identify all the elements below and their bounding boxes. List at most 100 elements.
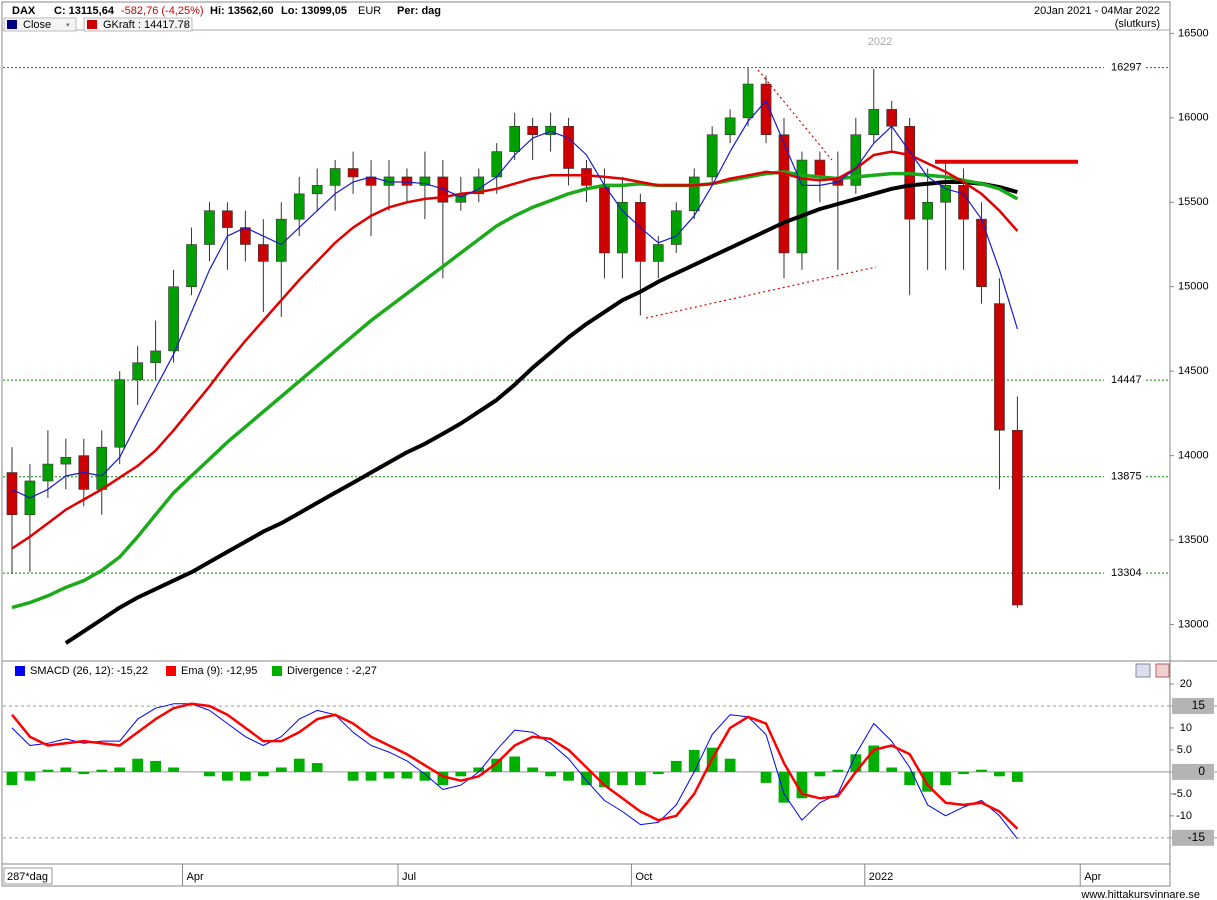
divergence-bar bbox=[24, 771, 36, 781]
candle-body bbox=[96, 446, 108, 490]
candle-body bbox=[509, 125, 521, 152]
divergence-bar bbox=[509, 756, 521, 772]
level-label: 14447 bbox=[1111, 374, 1142, 386]
candle-body bbox=[168, 286, 179, 352]
divergence-bar bbox=[437, 771, 449, 786]
divergence-bar bbox=[617, 771, 628, 786]
candle-body bbox=[150, 350, 161, 364]
x-tick-label: 2022 bbox=[869, 871, 893, 883]
ticker: DAX bbox=[12, 5, 36, 17]
legend-swatch bbox=[272, 666, 282, 676]
divergence-bar bbox=[563, 771, 574, 781]
marker-label: 0 bbox=[1198, 764, 1205, 778]
divergence-bar bbox=[293, 758, 305, 772]
candle-body bbox=[742, 83, 754, 119]
divergence-bar bbox=[545, 771, 556, 777]
divergence-bar bbox=[814, 771, 826, 777]
trend-lines bbox=[645, 69, 877, 319]
level-label: 13875 bbox=[1111, 471, 1142, 483]
y-tick-label: 13000 bbox=[1178, 618, 1209, 630]
divergence-bar bbox=[96, 769, 108, 772]
source: www.hittakursvinnare.se bbox=[1080, 889, 1200, 900]
candle-body bbox=[563, 125, 574, 169]
candle-body bbox=[186, 244, 197, 288]
marker-box bbox=[1172, 763, 1214, 780]
legend-dropdown: ▾ bbox=[184, 22, 188, 29]
divergence-bar bbox=[132, 758, 144, 772]
divergence-bar bbox=[6, 771, 18, 786]
close-icon[interactable] bbox=[1155, 663, 1170, 678]
divergence-bar bbox=[760, 771, 772, 783]
candle-body bbox=[347, 168, 359, 178]
divergence-bar bbox=[724, 758, 736, 772]
legend-dropdown: ▾ bbox=[66, 22, 70, 29]
legend-box bbox=[3, 17, 77, 32]
y-tick-label: 20 bbox=[1180, 678, 1192, 690]
candle-body bbox=[204, 210, 215, 245]
y-tick-label: -10 bbox=[1176, 810, 1192, 822]
candle-body bbox=[886, 109, 898, 127]
divergence-bar bbox=[365, 771, 377, 781]
x-tick-label: Jul bbox=[402, 871, 416, 883]
candle-body bbox=[688, 176, 700, 212]
divergence-bar bbox=[42, 769, 54, 772]
axes: Apr Jul Oct 2022 Apr 13000 13500 14000 14500 1500… bbox=[182, 27, 1217, 886]
divergence-bar bbox=[670, 760, 682, 772]
price-plot: 16297 14447 13875 13304 bbox=[3, 62, 1170, 645]
candle-body bbox=[527, 125, 538, 136]
candle-body bbox=[275, 218, 287, 262]
divergence-bar bbox=[60, 767, 72, 772]
divergence-bar bbox=[311, 763, 323, 772]
candle-body bbox=[706, 134, 718, 178]
candle-body bbox=[940, 185, 951, 203]
y-tick-label: 10 bbox=[1180, 722, 1192, 734]
tool-icon[interactable] bbox=[1135, 663, 1151, 678]
bar-count-label: 287*dag bbox=[7, 871, 48, 883]
candle-body bbox=[401, 176, 413, 186]
y-tick-label: 15000 bbox=[1178, 281, 1209, 293]
divergence-bar bbox=[239, 771, 251, 781]
x-tick-label: Oct bbox=[635, 871, 652, 883]
candle-body bbox=[814, 159, 826, 178]
candle-body bbox=[132, 362, 143, 380]
divergence-bar bbox=[455, 771, 467, 777]
divergence-bar bbox=[976, 769, 987, 772]
marker-label: -15 bbox=[1188, 830, 1206, 844]
candle-body bbox=[60, 457, 72, 465]
currency: EUR bbox=[358, 5, 381, 17]
candle-body bbox=[778, 134, 790, 254]
candle-body bbox=[796, 159, 808, 254]
candle-body bbox=[311, 185, 323, 195]
legend-label: Ema (9): -12,95 bbox=[181, 665, 257, 677]
candle-body bbox=[222, 210, 233, 228]
trend-line bbox=[645, 266, 877, 319]
divergence-bar bbox=[150, 760, 161, 772]
divergence-bar bbox=[419, 771, 431, 781]
high-label: Hi: 13562,60 bbox=[210, 5, 274, 17]
line bbox=[64, 180, 1018, 645]
divergence-bar bbox=[796, 771, 808, 799]
bar-count-box bbox=[3, 867, 53, 885]
y-tick-label: 13500 bbox=[1178, 534, 1209, 546]
line bbox=[11, 703, 1018, 840]
candle-body bbox=[922, 201, 933, 220]
price-type: (slutkurs) bbox=[1115, 18, 1160, 30]
change-label: -582,76 (-4,25%) bbox=[121, 5, 204, 17]
candle-body bbox=[1012, 429, 1023, 606]
candle-body bbox=[670, 210, 682, 245]
candle-body bbox=[760, 83, 772, 136]
y-tick-label: 15500 bbox=[1178, 196, 1209, 208]
candle-body bbox=[545, 125, 556, 136]
candle-body bbox=[958, 185, 969, 220]
divergence-bar bbox=[958, 771, 969, 775]
legend-label: Close bbox=[23, 19, 51, 31]
divergence-bar bbox=[401, 771, 413, 779]
candle-body bbox=[114, 379, 126, 448]
divergence-bar bbox=[994, 771, 1005, 777]
candle-body bbox=[850, 134, 862, 186]
y-tick-label: 16000 bbox=[1178, 112, 1209, 124]
candle-body bbox=[293, 193, 305, 220]
divergence-bar bbox=[868, 745, 880, 772]
divergence-bar bbox=[347, 771, 359, 781]
